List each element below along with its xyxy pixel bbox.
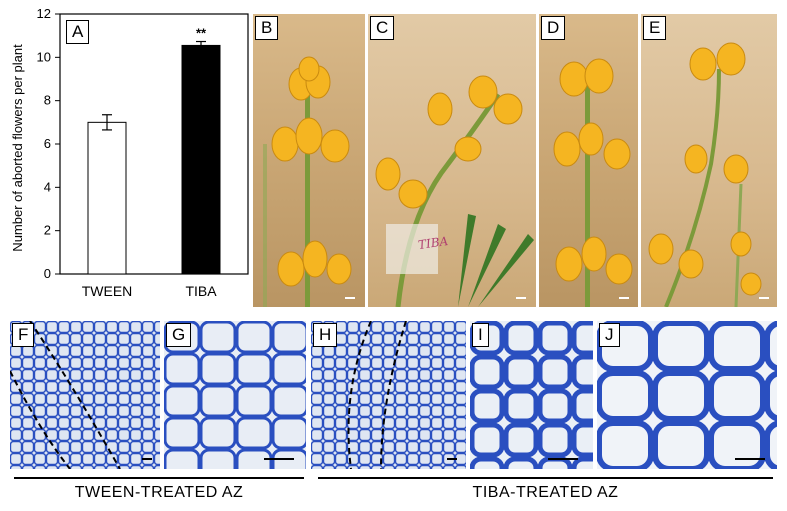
panel-label-f: F (12, 323, 35, 347)
bar-tween (87, 121, 127, 275)
y-axis-label: Number of aborted flowers per plant (10, 44, 25, 252)
bar-tiba (181, 44, 221, 275)
scale-bar (142, 458, 152, 460)
panel-label-d: D (541, 16, 566, 40)
category-label-tween: TWEEN (82, 283, 133, 299)
scale-bar (735, 458, 765, 460)
tiba-caption-rule (318, 477, 773, 479)
panel-f-micrograph: F (10, 321, 160, 469)
bar-chart: Number of aborted flowers per plant 0 2 4 6… (10, 6, 249, 299)
y-tick-label: 12 (37, 6, 51, 21)
scale-bar (264, 458, 294, 460)
y-tick-label: 6 (44, 136, 51, 151)
scale-bar (345, 297, 355, 299)
scale-bar (447, 458, 457, 460)
panel-e-photo: E (641, 14, 777, 307)
panel-label-c: C (370, 16, 395, 40)
panel-g-micrograph: G (164, 321, 306, 469)
panel-c-photo: TIBA C (368, 14, 536, 307)
panel-label-j: J (599, 323, 620, 347)
category-label-tiba: TIBA (185, 283, 217, 299)
panel-d-photo: D (539, 14, 638, 307)
panel-j-micrograph: J (597, 321, 777, 469)
cell-tissue-illustration (10, 321, 160, 469)
panel-b-photo: B (253, 14, 365, 307)
scale-bar (548, 458, 578, 460)
lupin-flower-illustration (263, 56, 352, 307)
cell-tissue-illustration (597, 321, 777, 469)
lupin-flower-illustration (553, 58, 633, 307)
tween-caption-rule (14, 477, 304, 479)
y-tick-label: 0 (44, 266, 51, 281)
scale-bar (516, 297, 526, 299)
panel-label-a: A (66, 20, 90, 44)
panel-a-chart: Number of aborted flowers per plant 0 2 4 6… (0, 0, 250, 308)
y-tick-label: 10 (37, 49, 51, 64)
y-tick-label: 4 (44, 179, 51, 194)
panel-label-i: I (472, 323, 489, 347)
lupin-flower-illustration (648, 42, 762, 307)
panel-label-g: G (166, 323, 192, 347)
y-tick-label: 2 (44, 223, 51, 238)
tiba-treated-caption: TIBA-TREATED AZ (472, 484, 619, 501)
panel-i-micrograph: I (470, 321, 593, 469)
panel-label-b: B (255, 16, 279, 40)
y-tick-label: 8 (44, 93, 51, 108)
panel-label-e: E (643, 16, 667, 40)
panel-h-micrograph: H (311, 321, 466, 469)
scale-bar (619, 297, 629, 299)
significance-marker: ** (196, 26, 207, 41)
cell-tissue-illustration (470, 321, 593, 469)
lupin-flower-illustration (375, 75, 534, 307)
scale-bar (759, 297, 769, 299)
tween-treated-caption: TWEEN-TREATED AZ (74, 484, 244, 501)
panel-label-h: H (313, 323, 338, 347)
